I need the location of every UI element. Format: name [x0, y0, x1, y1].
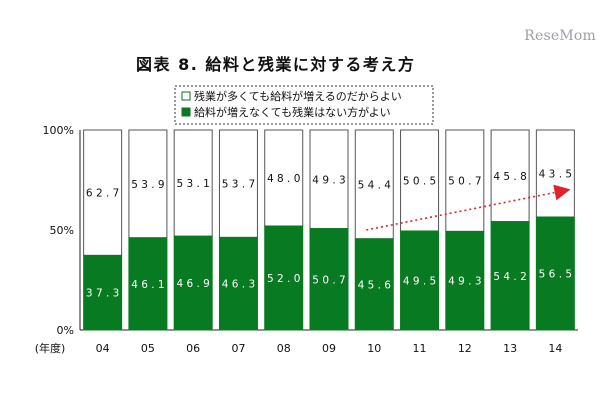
data-label-upper: 5 4 . 4: [358, 179, 392, 191]
data-label-upper: 5 3 . 1: [176, 178, 209, 190]
bar-upper-12: [445, 129, 485, 232]
bar-lower-11: [400, 230, 440, 331]
x-tick-label: 08: [277, 342, 291, 355]
data-label-upper: 4 9 . 3: [312, 174, 345, 186]
x-tick-label: 06: [186, 342, 200, 355]
chart-title: 図表 8. 給料と残業に対する考え方: [136, 55, 416, 74]
data-label-upper: 5 3 . 7: [222, 179, 255, 191]
x-tick-label: 13: [503, 342, 517, 355]
legend-label: 給料が増えなくても残業はない方がよい: [194, 105, 391, 119]
data-label-lower: 5 4 . 2: [493, 271, 526, 283]
bar-upper-08: [264, 129, 304, 227]
x-tick-label: 04: [96, 342, 110, 355]
y-tick-label: 100%: [43, 124, 74, 137]
x-tick-label: 07: [231, 342, 245, 355]
x-unit-label: (年度): [35, 341, 66, 355]
data-label-upper: 4 3 . 5: [539, 169, 572, 181]
y-tick-label: 0%: [57, 324, 74, 337]
bar-upper-07: [218, 129, 258, 238]
legend-label: 残業が多くても給料が増えるのだからよい: [194, 89, 402, 103]
bar-lower-06: [173, 235, 213, 331]
data-label-upper: 4 5 . 8: [493, 171, 526, 183]
watermark: ReseMom: [524, 28, 596, 44]
legend-swatch: [181, 91, 191, 101]
data-label-lower: 5 6 . 5: [539, 269, 572, 281]
bar-lower-10: [354, 238, 394, 331]
x-tick-label: 14: [548, 342, 562, 355]
data-label-lower: 4 6 . 9: [176, 278, 209, 290]
bar-lower-09: [309, 228, 349, 331]
data-label-lower: 4 9 . 3: [448, 276, 481, 288]
data-label-upper: 5 0 . 7: [448, 176, 481, 188]
bar-lower-04: [83, 254, 123, 331]
data-label-lower: 5 2 . 0: [267, 273, 300, 285]
data-label-lower: 4 6 . 1: [131, 279, 164, 291]
bar-lower-13: [490, 221, 530, 331]
y-tick-label: 50%: [50, 224, 74, 237]
bar-lower-08: [264, 225, 304, 331]
trend-arrow: [366, 184, 571, 231]
x-tick-label: 09: [322, 342, 336, 355]
bar-upper-06: [173, 129, 213, 237]
legend-swatch: [181, 107, 191, 117]
legend-box: [174, 85, 434, 125]
bar-lower-07: [218, 236, 258, 331]
bar-lower-14: [535, 216, 575, 331]
bar-upper-10: [354, 129, 394, 240]
bar-upper-09: [309, 129, 349, 230]
bar-lower-12: [445, 230, 485, 331]
bar-upper-05: [128, 129, 168, 239]
data-label-upper: 5 0 . 5: [403, 176, 436, 188]
data-label-upper: 5 3 . 9: [131, 179, 164, 191]
data-label-upper: 6 2 . 7: [86, 188, 119, 200]
x-tick-label: 10: [367, 342, 381, 355]
x-tick-label: 11: [413, 342, 427, 355]
bar-lower-05: [128, 237, 168, 331]
data-label-lower: 5 0 . 7: [312, 274, 345, 286]
data-label-lower: 4 9 . 5: [403, 276, 436, 288]
data-label-lower: 4 5 . 6: [358, 279, 392, 291]
data-label-lower: 4 6 . 3: [222, 279, 255, 291]
x-tick-label: 05: [141, 342, 155, 355]
data-label-lower: 3 7 . 3: [86, 288, 119, 300]
x-tick-label: 12: [458, 342, 472, 355]
data-label-upper: 4 8 . 0: [267, 173, 300, 185]
